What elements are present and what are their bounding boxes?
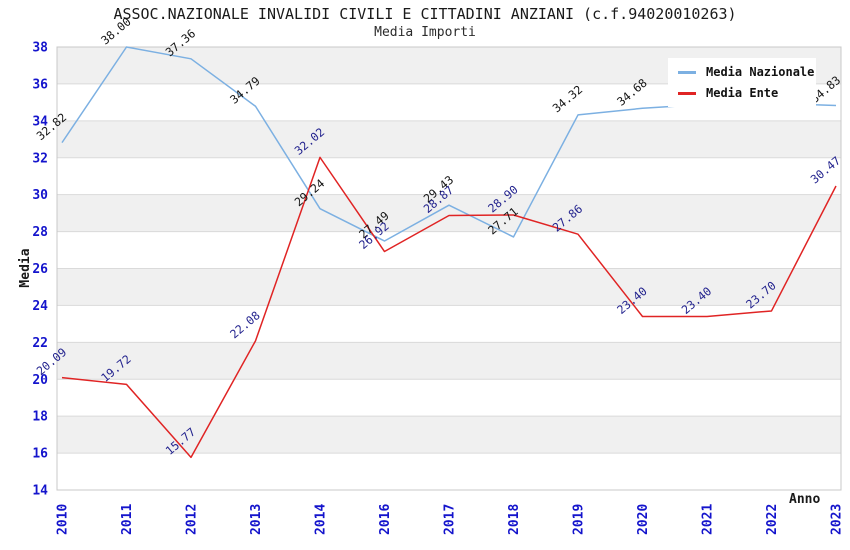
y-tick-label: 18 <box>32 410 48 425</box>
legend-item-media-ente: Media Ente <box>678 86 808 100</box>
plot-band <box>57 342 841 380</box>
y-tick-label: 22 <box>32 336 48 351</box>
plot-bands <box>57 47 841 454</box>
legend-item-media-nazionale: Media Nazionale <box>678 65 814 79</box>
y-tick-label: 38 <box>32 41 48 56</box>
x-tick-label: 2022 <box>765 504 780 535</box>
point-label-media-nazionale: 34.32 <box>550 82 586 115</box>
y-tick-label: 20 <box>32 373 48 388</box>
plot-band <box>57 120 841 158</box>
legend-label: Media Ente <box>706 86 779 100</box>
line-swatch-icon <box>678 91 696 95</box>
y-tick-label: 34 <box>32 114 48 129</box>
x-tick-label: 2010 <box>56 504 71 535</box>
y-tick-label: 26 <box>32 262 48 277</box>
x-axis-title: Anno <box>789 492 820 507</box>
x-tick-label: 2017 <box>443 504 458 535</box>
x-tick-label: 2016 <box>378 504 393 535</box>
point-label-media-nazionale: 38.00 <box>98 14 134 47</box>
chart-title: ASSOC.NAZIONALE INVALIDI CIVILI E CITTAD… <box>113 5 737 23</box>
y-tick-label: 30 <box>32 188 48 203</box>
y-tick-label: 28 <box>32 225 48 240</box>
y-tick-label: 32 <box>32 151 48 166</box>
x-tick-labels: 2010 2011 2012 2013 2014 2016 2017 2018 2019 2020… <box>56 504 845 535</box>
series-line-media-ente <box>61 156 837 459</box>
plot-band <box>57 194 841 232</box>
legend-label: Media Nazionale <box>706 65 815 79</box>
plot-band <box>57 416 841 454</box>
y-tick-label: 24 <box>32 299 48 314</box>
x-tick-label: 2020 <box>636 504 651 535</box>
x-tick-label: 2018 <box>507 504 522 535</box>
y-tick-label: 36 <box>32 77 48 92</box>
x-tick-label: 2012 <box>185 504 200 535</box>
x-tick-label: 2011 <box>120 504 135 535</box>
y-tick-label: 14 <box>32 484 48 499</box>
y-tick-labels: 14 16 18 20 22 24 26 28 30 32 34 36 38 <box>32 41 48 499</box>
x-tick-label: 2021 <box>701 504 716 535</box>
y-axis-title: Media <box>18 248 33 287</box>
x-tick-label: 2019 <box>572 504 587 535</box>
y-tick-label: 16 <box>32 447 48 462</box>
series-lines <box>61 46 837 459</box>
x-tick-label: 2013 <box>249 504 264 535</box>
point-label-media-ente: 30.47 <box>808 153 844 186</box>
line-swatch-icon <box>678 70 696 74</box>
x-tick-label: 2014 <box>314 504 329 535</box>
chart-subtitle: Media Importi <box>374 25 476 40</box>
x-tick-label: 2023 <box>830 504 845 535</box>
plot-band <box>57 268 841 306</box>
chart-legend: Media Nazionale Media Ente <box>668 58 816 107</box>
plot-border <box>56 46 842 491</box>
